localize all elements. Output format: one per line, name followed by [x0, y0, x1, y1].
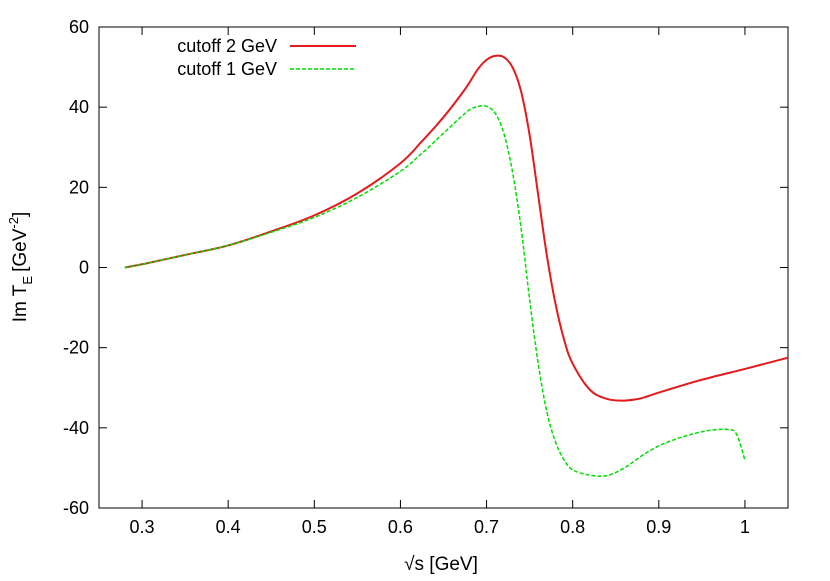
- axis-tick-labels: 0.3 0.4 0.5 0.6 0.7 0.8 0.9 1 -60 -40 -20 0 20 40 60: [63, 17, 750, 537]
- x-tick-label: 0.5: [302, 517, 327, 537]
- legend: cutoff 2 GeV cutoff 1 GeV: [177, 36, 356, 79]
- x-tick-label: 0.8: [560, 517, 585, 537]
- series-line-cutoff-2: [124, 54, 789, 402]
- y-tick-label: -40: [63, 418, 89, 438]
- y-tick-label: 60: [69, 17, 89, 37]
- y-axis-label: Im TE [GeV-2]: [6, 212, 35, 322]
- y-axis-label-end: ]: [10, 212, 31, 217]
- x-tick-label: 0.7: [474, 517, 499, 537]
- y-axis-label-unit: [GeV: [10, 228, 31, 272]
- axis-ticks: [99, 26, 788, 509]
- y-tick-label: -20: [63, 338, 89, 358]
- x-tick-label: 0.9: [646, 517, 671, 537]
- y-axis-label-main: Im T: [10, 284, 31, 322]
- x-tick-label: 0.3: [130, 517, 155, 537]
- y-tick-label: -60: [63, 498, 89, 518]
- y-tick-label: 0: [79, 258, 89, 278]
- legend-label-cutoff-1: cutoff 1 GeV: [177, 59, 277, 79]
- x-tick-label: 0.6: [388, 517, 413, 537]
- series-line-cutoff-1: [124, 104, 746, 477]
- y-axis-label-subscript: E: [20, 276, 35, 285]
- x-tick-label: 0.4: [216, 517, 241, 537]
- y-axis-label-superscript: -2: [6, 217, 21, 229]
- y-tick-label: 40: [69, 97, 89, 117]
- y-tick-label: 20: [69, 177, 89, 197]
- x-tick-label: 1: [740, 517, 750, 537]
- series-lines: [124, 54, 789, 477]
- x-axis-label: √s [GeV]: [404, 554, 478, 575]
- legend-label-cutoff-2: cutoff 2 GeV: [177, 36, 277, 56]
